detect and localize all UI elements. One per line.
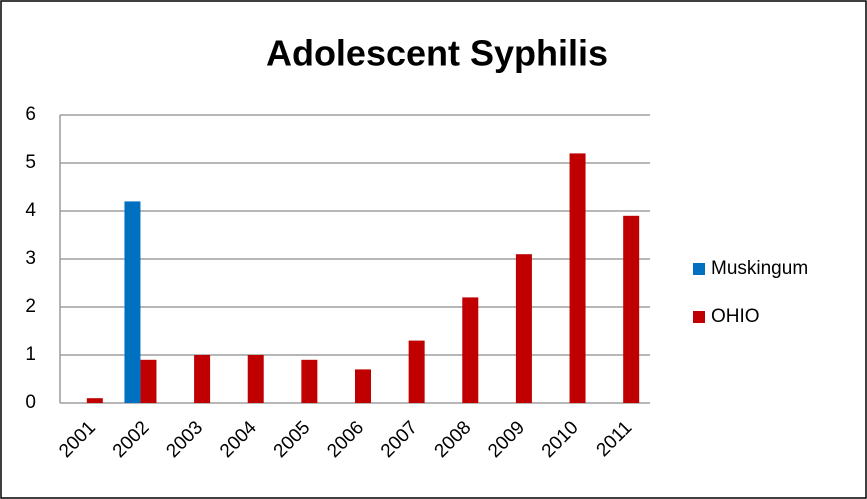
y-tick-label: 0: [25, 392, 36, 413]
y-tick-label: 1: [25, 344, 36, 365]
y-tick-label: 2: [25, 296, 36, 317]
y-tick-label: 6: [25, 104, 36, 125]
chart-title: Adolescent Syphilis: [266, 33, 608, 74]
legend-label: Muskingum: [711, 258, 808, 279]
bar: [247, 355, 264, 403]
bar: [408, 340, 425, 403]
bar: [623, 215, 640, 403]
bar: [194, 355, 211, 403]
legend-swatch: [693, 311, 705, 323]
bar: [355, 369, 371, 403]
y-tick-label: 5: [25, 152, 36, 173]
bar: [86, 398, 103, 403]
bar: [462, 297, 479, 403]
bar: [124, 201, 141, 403]
legend-label: OHIO: [711, 306, 760, 327]
bar: [301, 359, 318, 403]
bar: [569, 153, 586, 403]
legend-swatch: [693, 263, 705, 275]
bar: [515, 254, 532, 403]
y-tick-label: 4: [25, 200, 36, 221]
bar: [140, 359, 157, 403]
y-tick-label: 3: [25, 248, 36, 269]
